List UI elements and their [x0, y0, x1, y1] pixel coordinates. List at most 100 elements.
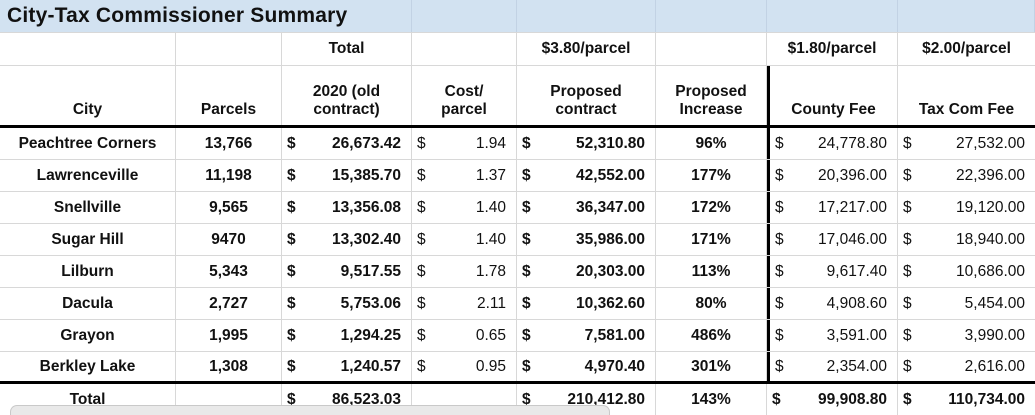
county-fee-cell[interactable]: $17,217.00 [767, 192, 898, 223]
county-rate-cell[interactable]: $1.80/parcel [767, 33, 898, 65]
proposed-rate-cell[interactable]: $3.80/parcel [517, 33, 656, 65]
proposed-increase-cell[interactable]: 113% [656, 256, 767, 287]
county-fee-cell[interactable]: $2,354.00 [767, 352, 898, 381]
amount: 5,454.00 [964, 294, 1025, 312]
title-row-blank-cell[interactable] [412, 0, 517, 32]
blank-cell[interactable] [0, 33, 176, 65]
total-2020-cell[interactable]: $13,302.40 [282, 224, 412, 255]
proposed-contract-cell[interactable]: $52,310.80 [517, 128, 656, 159]
city-cell[interactable]: Sugar Hill [0, 224, 176, 255]
total-label-cell[interactable]: Total [0, 384, 176, 415]
taxcom-fee-cell[interactable]: $18,940.00 [898, 224, 1035, 255]
column-header-total-2020[interactable]: 2020 (old contract) [282, 66, 412, 125]
city-cell[interactable]: Dacula [0, 288, 176, 319]
county-fee-cell[interactable]: $3,591.00 [767, 320, 898, 351]
blank-cell[interactable] [412, 384, 517, 415]
rate-header-row: Total $3.80/parcel $1.80/parcel $2.00/pa… [0, 33, 1035, 66]
proposed-increase-cell[interactable]: 177% [656, 160, 767, 191]
taxcom-fee-cell[interactable]: $19,120.00 [898, 192, 1035, 223]
blank-cell[interactable] [176, 33, 282, 65]
total-2020-cell[interactable]: $9,517.55 [282, 256, 412, 287]
column-header-parcels[interactable]: Parcels [176, 66, 282, 125]
proposed-contract-cell[interactable]: $10,362.60 [517, 288, 656, 319]
proposed-contract-cell[interactable]: $36,347.00 [517, 192, 656, 223]
county-fee-cell[interactable]: $24,778.80 [767, 128, 898, 159]
proposed-contract-cell[interactable]: $7,581.00 [517, 320, 656, 351]
cost-parcel-cell[interactable]: $1.37 [412, 160, 517, 191]
cost-parcel-cell[interactable]: $0.65 [412, 320, 517, 351]
county-fee-cell[interactable]: $9,617.40 [767, 256, 898, 287]
parcels-cell[interactable]: 1,995 [176, 320, 282, 351]
currency-symbol: $ [775, 134, 784, 152]
parcels-cell[interactable]: 9470 [176, 224, 282, 255]
city-cell[interactable]: Grayon [0, 320, 176, 351]
city-cell[interactable]: Peachtree Corners [0, 128, 176, 159]
title-row-blank-cell[interactable] [767, 0, 898, 32]
cost-parcel-cell[interactable]: $1.94 [412, 128, 517, 159]
column-header-cost-parcel[interactable]: Cost/parcel [412, 66, 517, 125]
parcels-cell[interactable]: 1,308 [176, 352, 282, 381]
parcels-cell[interactable]: 9,565 [176, 192, 282, 223]
title-row-blank-cell[interactable] [898, 0, 1035, 32]
taxcom-rate-cell[interactable]: $2.00/parcel [922, 40, 1011, 57]
proposed-increase-cell[interactable]: 80% [656, 288, 767, 319]
city-cell[interactable]: Snellville [0, 192, 176, 223]
sheet-title-cell[interactable]: City-Tax Commissioner Summary [0, 0, 412, 32]
amount: 1.37 [475, 166, 506, 184]
proposed-increase-cell[interactable]: 301% [656, 352, 767, 381]
total-2020-cell[interactable]: $1,240.57 [282, 352, 412, 381]
column-header-taxcom-fee[interactable]: Tax Com Fee [898, 66, 1035, 125]
county-fee-cell[interactable]: $4,908.60 [767, 288, 898, 319]
title-row-blank-cell[interactable] [517, 0, 656, 32]
proposed-contract-cell[interactable]: $4,970.40 [517, 352, 656, 381]
total-2020-cell[interactable]: $26,673.42 [282, 128, 412, 159]
county-fee-cell[interactable]: $20,396.00 [767, 160, 898, 191]
county-total-cell[interactable]: $99,908.80 [767, 384, 898, 415]
total-2020-cell[interactable]: $5,753.06 [282, 288, 412, 319]
taxcom-fee-cell[interactable]: $22,396.00 [898, 160, 1035, 191]
county-fee-cell[interactable]: $17,046.00 [767, 224, 898, 255]
cost-parcel-cell[interactable]: $1.78 [412, 256, 517, 287]
taxcom-fee-cell[interactable]: $27,532.00 [898, 128, 1035, 159]
proposed-contract-cell[interactable]: $35,986.00 [517, 224, 656, 255]
total-group-label-cell[interactable]: Total [282, 33, 412, 65]
taxcom-fee-cell[interactable]: $3,990.00 [898, 320, 1035, 351]
proposed-total-cell[interactable]: $210,412.80 [517, 384, 656, 415]
parcels-cell[interactable]: 5,343 [176, 256, 282, 287]
city-cell[interactable]: Berkley Lake [0, 352, 176, 381]
column-header-county-fee[interactable]: County Fee [767, 66, 898, 125]
increase-total-cell[interactable]: 143% [656, 384, 767, 415]
cost-parcel-cell[interactable]: $1.40 [412, 192, 517, 223]
blank-cell[interactable] [656, 33, 767, 65]
amount: 13,302.40 [332, 230, 401, 248]
parcels-cell[interactable]: 13,766 [176, 128, 282, 159]
city-cell[interactable]: Lawrenceville [0, 160, 176, 191]
cost-parcel-cell[interactable]: $1.40 [412, 224, 517, 255]
proposed-contract-cell[interactable]: $42,552.00 [517, 160, 656, 191]
blank-cell[interactable] [412, 33, 517, 65]
total-2020-cell[interactable]: $1,294.25 [282, 320, 412, 351]
taxcom-total-cell[interactable]: $110,734.00 [898, 384, 1035, 415]
cost-parcel-cell[interactable]: $0.95 [412, 352, 517, 381]
city-cell[interactable]: Lilburn [0, 256, 176, 287]
cost-parcel-cell[interactable]: $2.11 [412, 288, 517, 319]
proposed-increase-cell[interactable]: 486% [656, 320, 767, 351]
total-2020-cell[interactable]: $13,356.08 [282, 192, 412, 223]
blank-cell[interactable] [176, 384, 282, 415]
taxcom-fee-cell[interactable]: $2,616.00 [898, 352, 1035, 381]
total-2020-cell[interactable]: $15,385.70 [282, 160, 412, 191]
proposed-contract-cell[interactable]: $20,303.00 [517, 256, 656, 287]
proposed-increase-cell[interactable]: 171% [656, 224, 767, 255]
currency-symbol: $ [417, 294, 426, 312]
parcels-cell[interactable]: 2,727 [176, 288, 282, 319]
column-header-city[interactable]: City [0, 66, 176, 125]
proposed-increase-cell[interactable]: 172% [656, 192, 767, 223]
title-row-blank-cell[interactable] [656, 0, 767, 32]
parcels-cell[interactable]: 11,198 [176, 160, 282, 191]
column-header-proposed-increase[interactable]: Proposed Increase [656, 66, 767, 125]
taxcom-fee-cell[interactable]: $10,686.00 [898, 256, 1035, 287]
proposed-increase-cell[interactable]: 96% [656, 128, 767, 159]
column-header-proposed-contract[interactable]: Proposed contract [517, 66, 656, 125]
taxcom-fee-cell[interactable]: $5,454.00 [898, 288, 1035, 319]
total-2020-total-cell[interactable]: $86,523.03 [282, 384, 412, 415]
